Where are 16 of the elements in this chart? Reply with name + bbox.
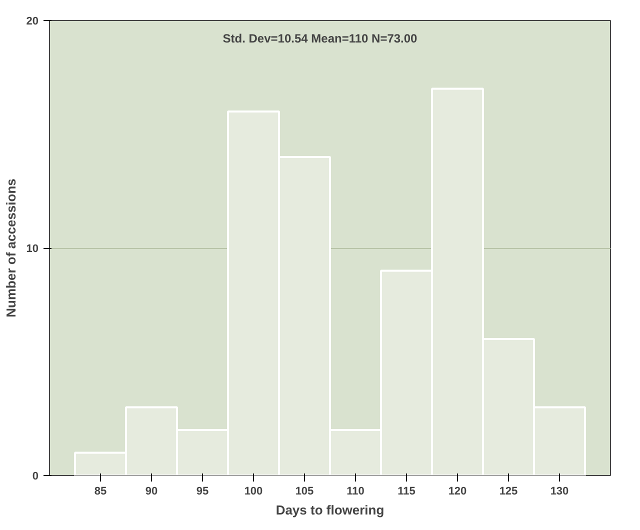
x-tick-label: 110 (346, 486, 364, 498)
y-axis-title: Number of accessions (3, 178, 18, 318)
x-tick-label: 85 (94, 486, 107, 498)
x-tick-label: 90 (145, 486, 158, 498)
x-tick-label: 125 (499, 486, 518, 498)
x-tick-label: 130 (550, 486, 569, 498)
y-tick-label: 0 (32, 470, 39, 482)
y-tick-label: 20 (26, 16, 39, 28)
x-tick-label: 120 (448, 486, 467, 498)
annotation: Std. Dev=10.54 Mean=110 N=73.00 (222, 32, 418, 46)
x-tick-label: 115 (398, 486, 416, 498)
x-axis-title: Days to flowering (276, 502, 384, 518)
x-tick-label: 95 (196, 486, 209, 498)
x-tick-label: 100 (244, 486, 263, 498)
y-tick-label: 10 (26, 243, 39, 255)
x-tick-label: 105 (295, 486, 314, 498)
